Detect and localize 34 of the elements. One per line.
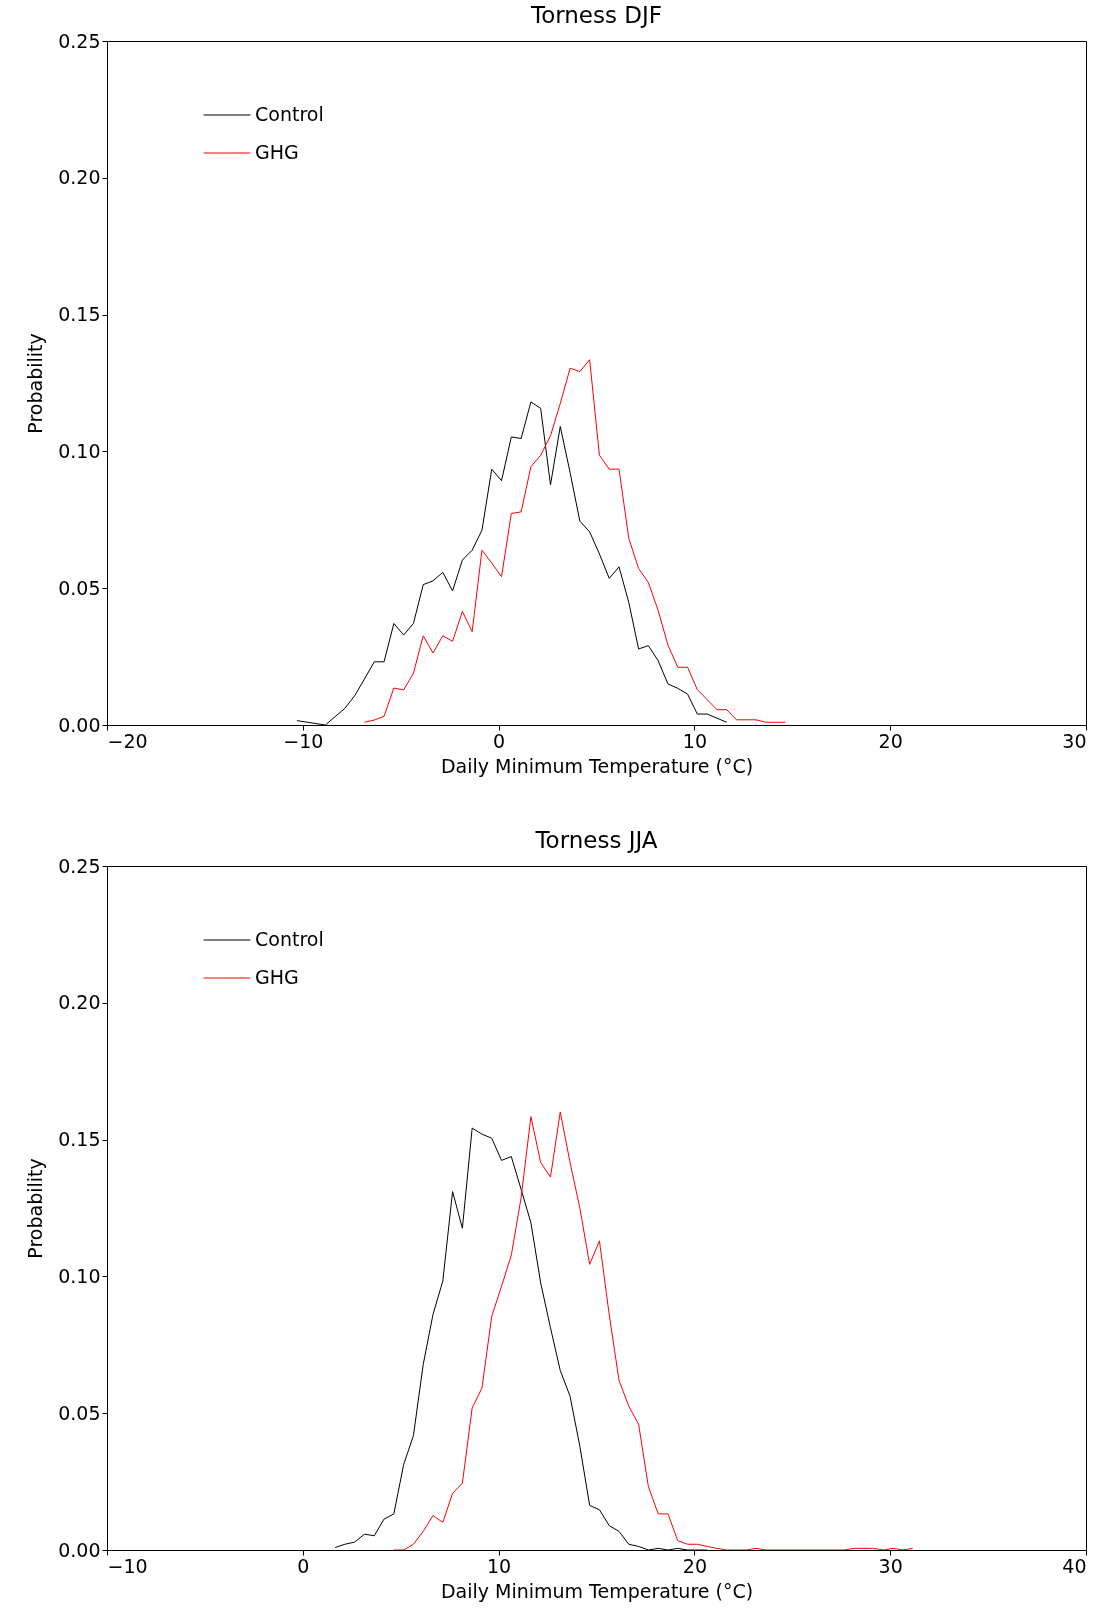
legend-label: GHG — [255, 966, 299, 988]
y-axis-title: Probability — [24, 333, 47, 434]
x-tick-label: 0 — [493, 729, 506, 752]
x-tick-label: 0 — [297, 1554, 310, 1577]
chart-title: Torness JJA — [534, 827, 658, 853]
x-tick-label: 30 — [878, 1554, 903, 1577]
y-tick-label: 0.00 — [58, 1538, 101, 1561]
chart-title: Torness DJF — [530, 2, 662, 28]
y-tick-label: 0.05 — [58, 576, 101, 599]
x-tick-label: 10 — [487, 1554, 512, 1577]
y-tick-label: 0.15 — [58, 303, 101, 326]
y-tick-label: 0.00 — [58, 713, 101, 736]
x-tick-label: 20 — [878, 729, 903, 752]
x-axis-title: Daily Minimum Temperature (°C) — [440, 754, 754, 777]
x-tick-label: 30 — [1062, 729, 1087, 752]
legend-label: GHG — [255, 141, 299, 163]
y-tick-label: 0.20 — [58, 166, 101, 189]
x-tick-label: 20 — [682, 1554, 707, 1577]
x-tick-label: 10 — [682, 729, 707, 752]
y-tick-label: 0.10 — [58, 1264, 101, 1287]
x-axis-title: Daily Minimum Temperature (°C) — [440, 1579, 754, 1602]
legend-label: Control — [255, 103, 324, 125]
y-tick-label: 0.20 — [58, 991, 101, 1014]
y-tick-label: 0.15 — [58, 1128, 101, 1151]
y-tick-label: 0.05 — [58, 1401, 101, 1424]
y-tick-label: 0.10 — [58, 439, 101, 462]
x-tick-label: −10 — [107, 1554, 148, 1577]
y-axis-title: Probability — [24, 1158, 47, 1259]
y-tick-label: 0.25 — [58, 29, 101, 52]
x-tick-label: 40 — [1062, 1554, 1087, 1577]
legend-label: Control — [255, 928, 324, 950]
x-tick-label: −20 — [107, 729, 148, 752]
y-tick-label: 0.25 — [58, 854, 101, 877]
x-tick-label: −10 — [283, 729, 324, 752]
